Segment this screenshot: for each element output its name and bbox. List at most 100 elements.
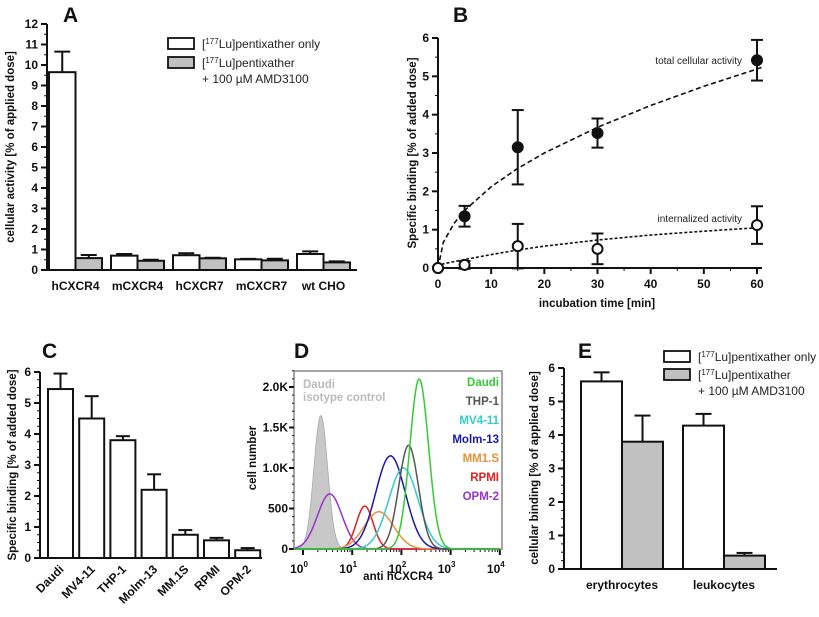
y-axis-title-b: Specific binding [% of added dose] [407, 57, 419, 248]
x-tick-label: hCXCR4 [51, 279, 99, 293]
y-tick-label: 4 [24, 427, 31, 441]
data-point [751, 219, 763, 232]
fit-curve [437, 226, 763, 269]
x-axis-title-b: incubation time [min] [539, 298, 655, 310]
panel-label-e: E [578, 340, 592, 363]
data-point [432, 262, 444, 274]
data-point [511, 240, 524, 253]
bar [682, 424, 725, 570]
y-tick-label: 6 [548, 361, 555, 375]
y-tick-label: 3 [31, 202, 38, 216]
legend-swatch [167, 56, 195, 69]
x-tick-label: 40 [644, 277, 658, 291]
y-tick-label: 1 [31, 243, 38, 257]
x-axis-title-d: anti hCXCR4 [363, 571, 433, 583]
y-tick-label: 11 [25, 38, 38, 52]
y-tick-label: 0 [24, 551, 31, 565]
y-tick-label: 5 [422, 69, 429, 83]
y-tick-label: 1 [24, 520, 31, 534]
legend-label-line2: + 100 µM AMD3100 [202, 72, 309, 86]
legend-label: THP-1 [466, 396, 500, 408]
legend-label-line2: + 100 µM AMD3100 [698, 384, 805, 398]
y-tick-label: 2 [31, 222, 38, 236]
x-tick-label: 102 [388, 560, 406, 576]
y-tick-label: 2 [422, 184, 429, 198]
panel-label-d: D [294, 340, 309, 363]
x-tick-label: mCXCR7 [236, 279, 288, 293]
x-tick-label: wt CHO [301, 279, 345, 293]
bar [203, 539, 230, 560]
legend-label: [177Lu]pentixather [698, 368, 791, 382]
y-tick-label: 0 [281, 542, 288, 556]
bar [47, 388, 74, 559]
bar [260, 259, 289, 271]
x-tick-label: OPM-2 [217, 562, 254, 599]
bar [296, 253, 325, 271]
x-tick-label: 100 [290, 560, 308, 576]
legend-label: [177Lu]pentixather only [698, 350, 816, 364]
legend-swatch [167, 37, 195, 50]
y-tick-label: 2.0K [263, 380, 289, 394]
bar [172, 254, 201, 272]
isotype-label: isotype control [303, 392, 385, 404]
y-tick-label: 0 [31, 263, 38, 277]
y-axis-title-e: cellular binding [% of applied dose] [529, 371, 541, 565]
bar [48, 71, 77, 271]
y-tick-label: 2 [548, 495, 555, 509]
y-axis-title-d: cell number [247, 425, 259, 490]
y-axis-title-c: Specific binding [% of added dose] [7, 369, 19, 560]
y-tick-label: 500 [268, 502, 288, 516]
legend-swatch [663, 350, 691, 363]
bar [171, 533, 199, 559]
series-label: total cellular activity [655, 56, 742, 67]
y-tick-label: 1.5K [263, 421, 289, 435]
y-tick-label: 5 [31, 161, 38, 175]
y-tick-label: 8 [31, 99, 38, 113]
bar [322, 261, 351, 272]
y-tick-label: 3 [24, 458, 31, 472]
panel-label-c: C [42, 340, 57, 363]
bar [136, 259, 165, 271]
fit-curve [437, 66, 763, 269]
bar [234, 258, 263, 271]
bar [78, 417, 106, 559]
bar [140, 488, 168, 559]
y-tick-label: 2 [24, 489, 31, 503]
data-point [591, 242, 604, 255]
y-tick-label: 6 [31, 140, 38, 154]
panel-label-a: A [63, 4, 78, 27]
legend-label: MM1.S [463, 453, 500, 465]
x-tick-label: leukocytes [693, 578, 755, 592]
isotype-label: Daudi [303, 379, 335, 391]
x-tick-label: 104 [487, 560, 505, 576]
y-tick-label: 6 [24, 365, 31, 379]
bar [74, 257, 103, 271]
bar [234, 549, 262, 559]
y-tick-label: 12 [25, 17, 39, 31]
y-tick-label: 0 [548, 562, 555, 576]
data-point [591, 127, 604, 140]
x-tick-label: MV4-11 [59, 562, 98, 601]
data-point [511, 141, 524, 154]
y-axis-title-a: cellular activity [% of applied dose] [5, 51, 17, 243]
bar [109, 439, 137, 560]
x-tick-label: 103 [438, 560, 456, 576]
series-label: internalized activity [658, 214, 742, 225]
histogram-daudi [293, 378, 500, 550]
data-point [751, 54, 763, 67]
bar [580, 380, 623, 570]
y-tick-label: 5 [24, 396, 31, 410]
x-tick-label: hCXCR7 [175, 279, 223, 293]
x-tick-label: 30 [591, 277, 605, 291]
bar [198, 257, 227, 272]
x-tick-label: MM.1S [155, 562, 192, 599]
bar [621, 440, 664, 571]
data-point [458, 210, 471, 223]
y-tick-label: 6 [422, 31, 429, 45]
legend-label: [177Lu]pentixather only [202, 37, 320, 51]
legend-label: RPMI [470, 472, 499, 484]
